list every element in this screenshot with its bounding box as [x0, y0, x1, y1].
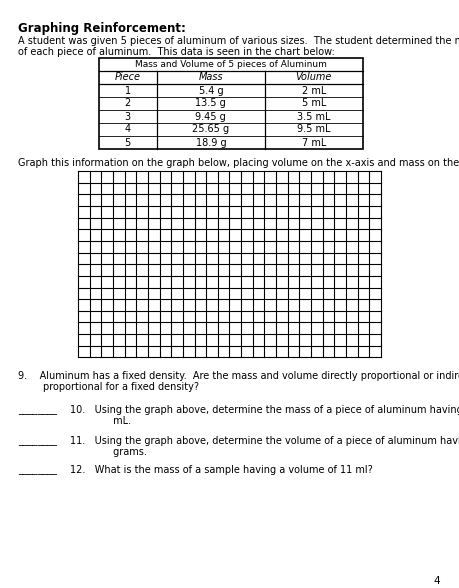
Text: 9.45 g: 9.45 g — [196, 112, 226, 122]
Text: 25.65 g: 25.65 g — [192, 125, 230, 135]
Text: 1: 1 — [125, 85, 131, 95]
Text: Piece: Piece — [115, 72, 141, 82]
Text: 12.   What is the mass of a sample having a volume of 11 ml?: 12. What is the mass of a sample having … — [70, 466, 373, 476]
Text: mL.: mL. — [85, 416, 131, 426]
Text: Mass: Mass — [199, 72, 223, 82]
Text: 5: 5 — [124, 138, 131, 148]
Text: Graphing Reinforcement:: Graphing Reinforcement: — [18, 22, 186, 35]
Text: 2: 2 — [124, 99, 131, 109]
Text: 10.   Using the graph above, determine the mass of a piece of aluminum having a : 10. Using the graph above, determine the… — [70, 405, 459, 416]
Text: 3: 3 — [125, 112, 131, 122]
Text: 18.9 g: 18.9 g — [196, 138, 226, 148]
Text: 9.5 mL: 9.5 mL — [297, 125, 330, 135]
Text: 5.4 g: 5.4 g — [199, 85, 223, 95]
Text: of each piece of aluminum.  This data is seen in the chart below:: of each piece of aluminum. This data is … — [18, 47, 335, 57]
Text: Mass and Volume of 5 pieces of Aluminum: Mass and Volume of 5 pieces of Aluminum — [134, 60, 327, 69]
Text: ________: ________ — [18, 436, 57, 446]
Text: Volume: Volume — [296, 72, 332, 82]
Text: 4: 4 — [125, 125, 131, 135]
Text: 7 mL: 7 mL — [302, 138, 326, 148]
Text: proportional for a fixed density?: proportional for a fixed density? — [18, 382, 199, 392]
Bar — [99, 58, 363, 149]
Text: 2 mL: 2 mL — [302, 85, 326, 95]
Text: Graph this information on the graph below, placing volume on the x-axis and mass: Graph this information on the graph belo… — [18, 158, 459, 168]
Text: A student was given 5 pieces of aluminum of various sizes.  The student determin: A student was given 5 pieces of aluminum… — [18, 36, 459, 46]
Text: ________: ________ — [18, 466, 57, 476]
Text: 3.5 mL: 3.5 mL — [297, 112, 330, 122]
Text: 4: 4 — [434, 576, 440, 586]
Text: 11.   Using the graph above, determine the volume of a piece of aluminum having : 11. Using the graph above, determine the… — [70, 436, 459, 446]
Text: 13.5 g: 13.5 g — [196, 99, 226, 109]
Text: 5 mL: 5 mL — [302, 99, 326, 109]
Text: ________: ________ — [18, 405, 57, 416]
Text: 9.    Aluminum has a fixed density.  Are the mass and volume directly proportion: 9. Aluminum has a fixed density. Are the… — [18, 372, 459, 382]
Text: grams.: grams. — [85, 447, 147, 457]
